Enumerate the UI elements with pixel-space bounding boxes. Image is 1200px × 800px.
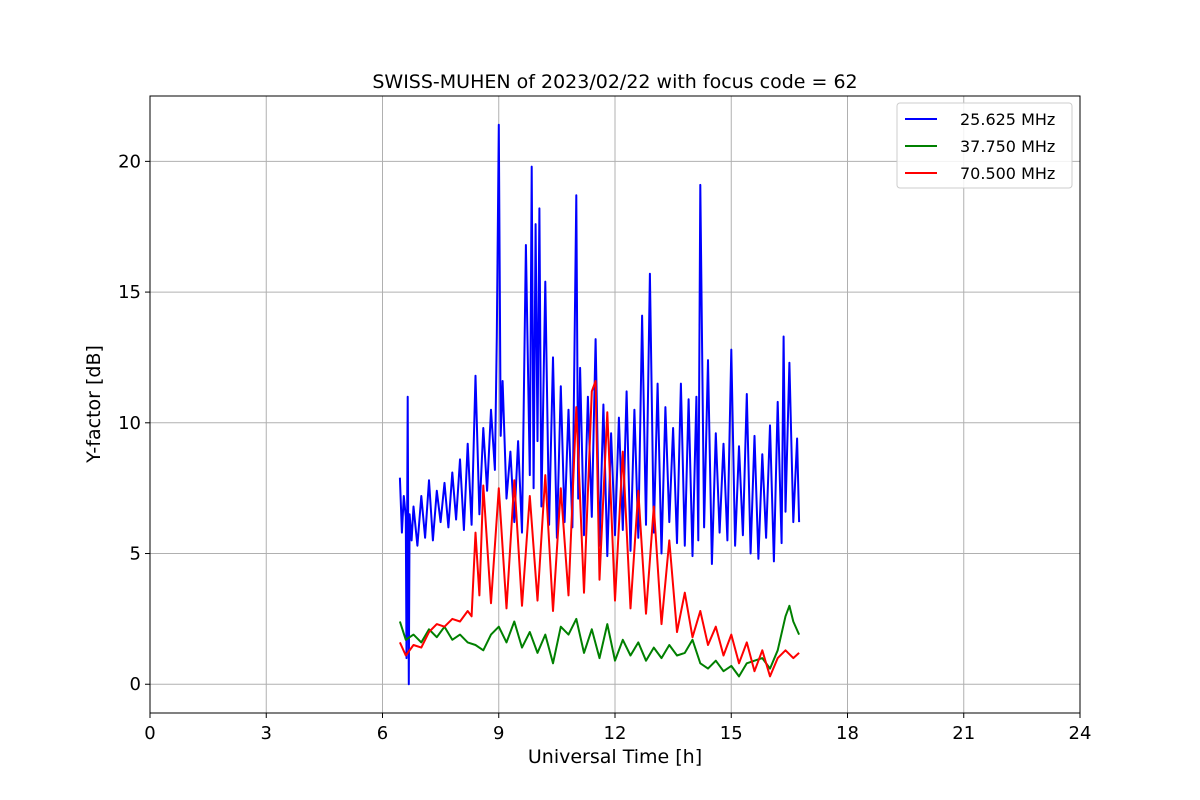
y-tick-label: 20: [118, 151, 141, 172]
legend-label-2: 37.750 MHz: [960, 137, 1055, 156]
x-tick-label: 3: [261, 723, 272, 744]
y-tick-label: 0: [130, 674, 141, 695]
series-line-2: [398, 604, 801, 678]
y-tick-label: 5: [130, 544, 141, 565]
series-line-3: [398, 380, 800, 678]
y-tick-label: 10: [118, 413, 141, 434]
x-tick-label: 9: [493, 723, 504, 744]
chart-title: SWISS-MUHEN of 2023/02/22 with focus cod…: [372, 71, 857, 93]
legend-label-1: 25.625 MHz: [960, 110, 1055, 129]
x-tick-label: 15: [720, 723, 743, 744]
x-tick-label: 6: [377, 723, 388, 744]
legend-box: [896, 102, 1073, 189]
legend: 25.625 MHz 37.750 MHz 70.500 MHz: [896, 102, 1073, 189]
x-tick-label: 0: [144, 723, 155, 744]
x-axis-ticks: 0 3 6 9 12 15 18 21 24: [144, 713, 1091, 744]
y-axis-label: Y-factor [dB]: [83, 345, 105, 464]
series-line-1: [398, 123, 801, 686]
legend-label-3: 70.500 MHz: [960, 164, 1055, 183]
x-tick-label: 21: [952, 723, 975, 744]
x-tick-label: 24: [1069, 723, 1092, 744]
series-lines: [398, 123, 801, 686]
y-tick-label: 15: [118, 282, 141, 303]
x-tick-label: 18: [836, 723, 859, 744]
y-axis-ticks: 0 5 10 15 20: [118, 151, 150, 695]
x-axis-label: Universal Time [h]: [528, 746, 702, 768]
x-tick-label: 12: [604, 723, 627, 744]
